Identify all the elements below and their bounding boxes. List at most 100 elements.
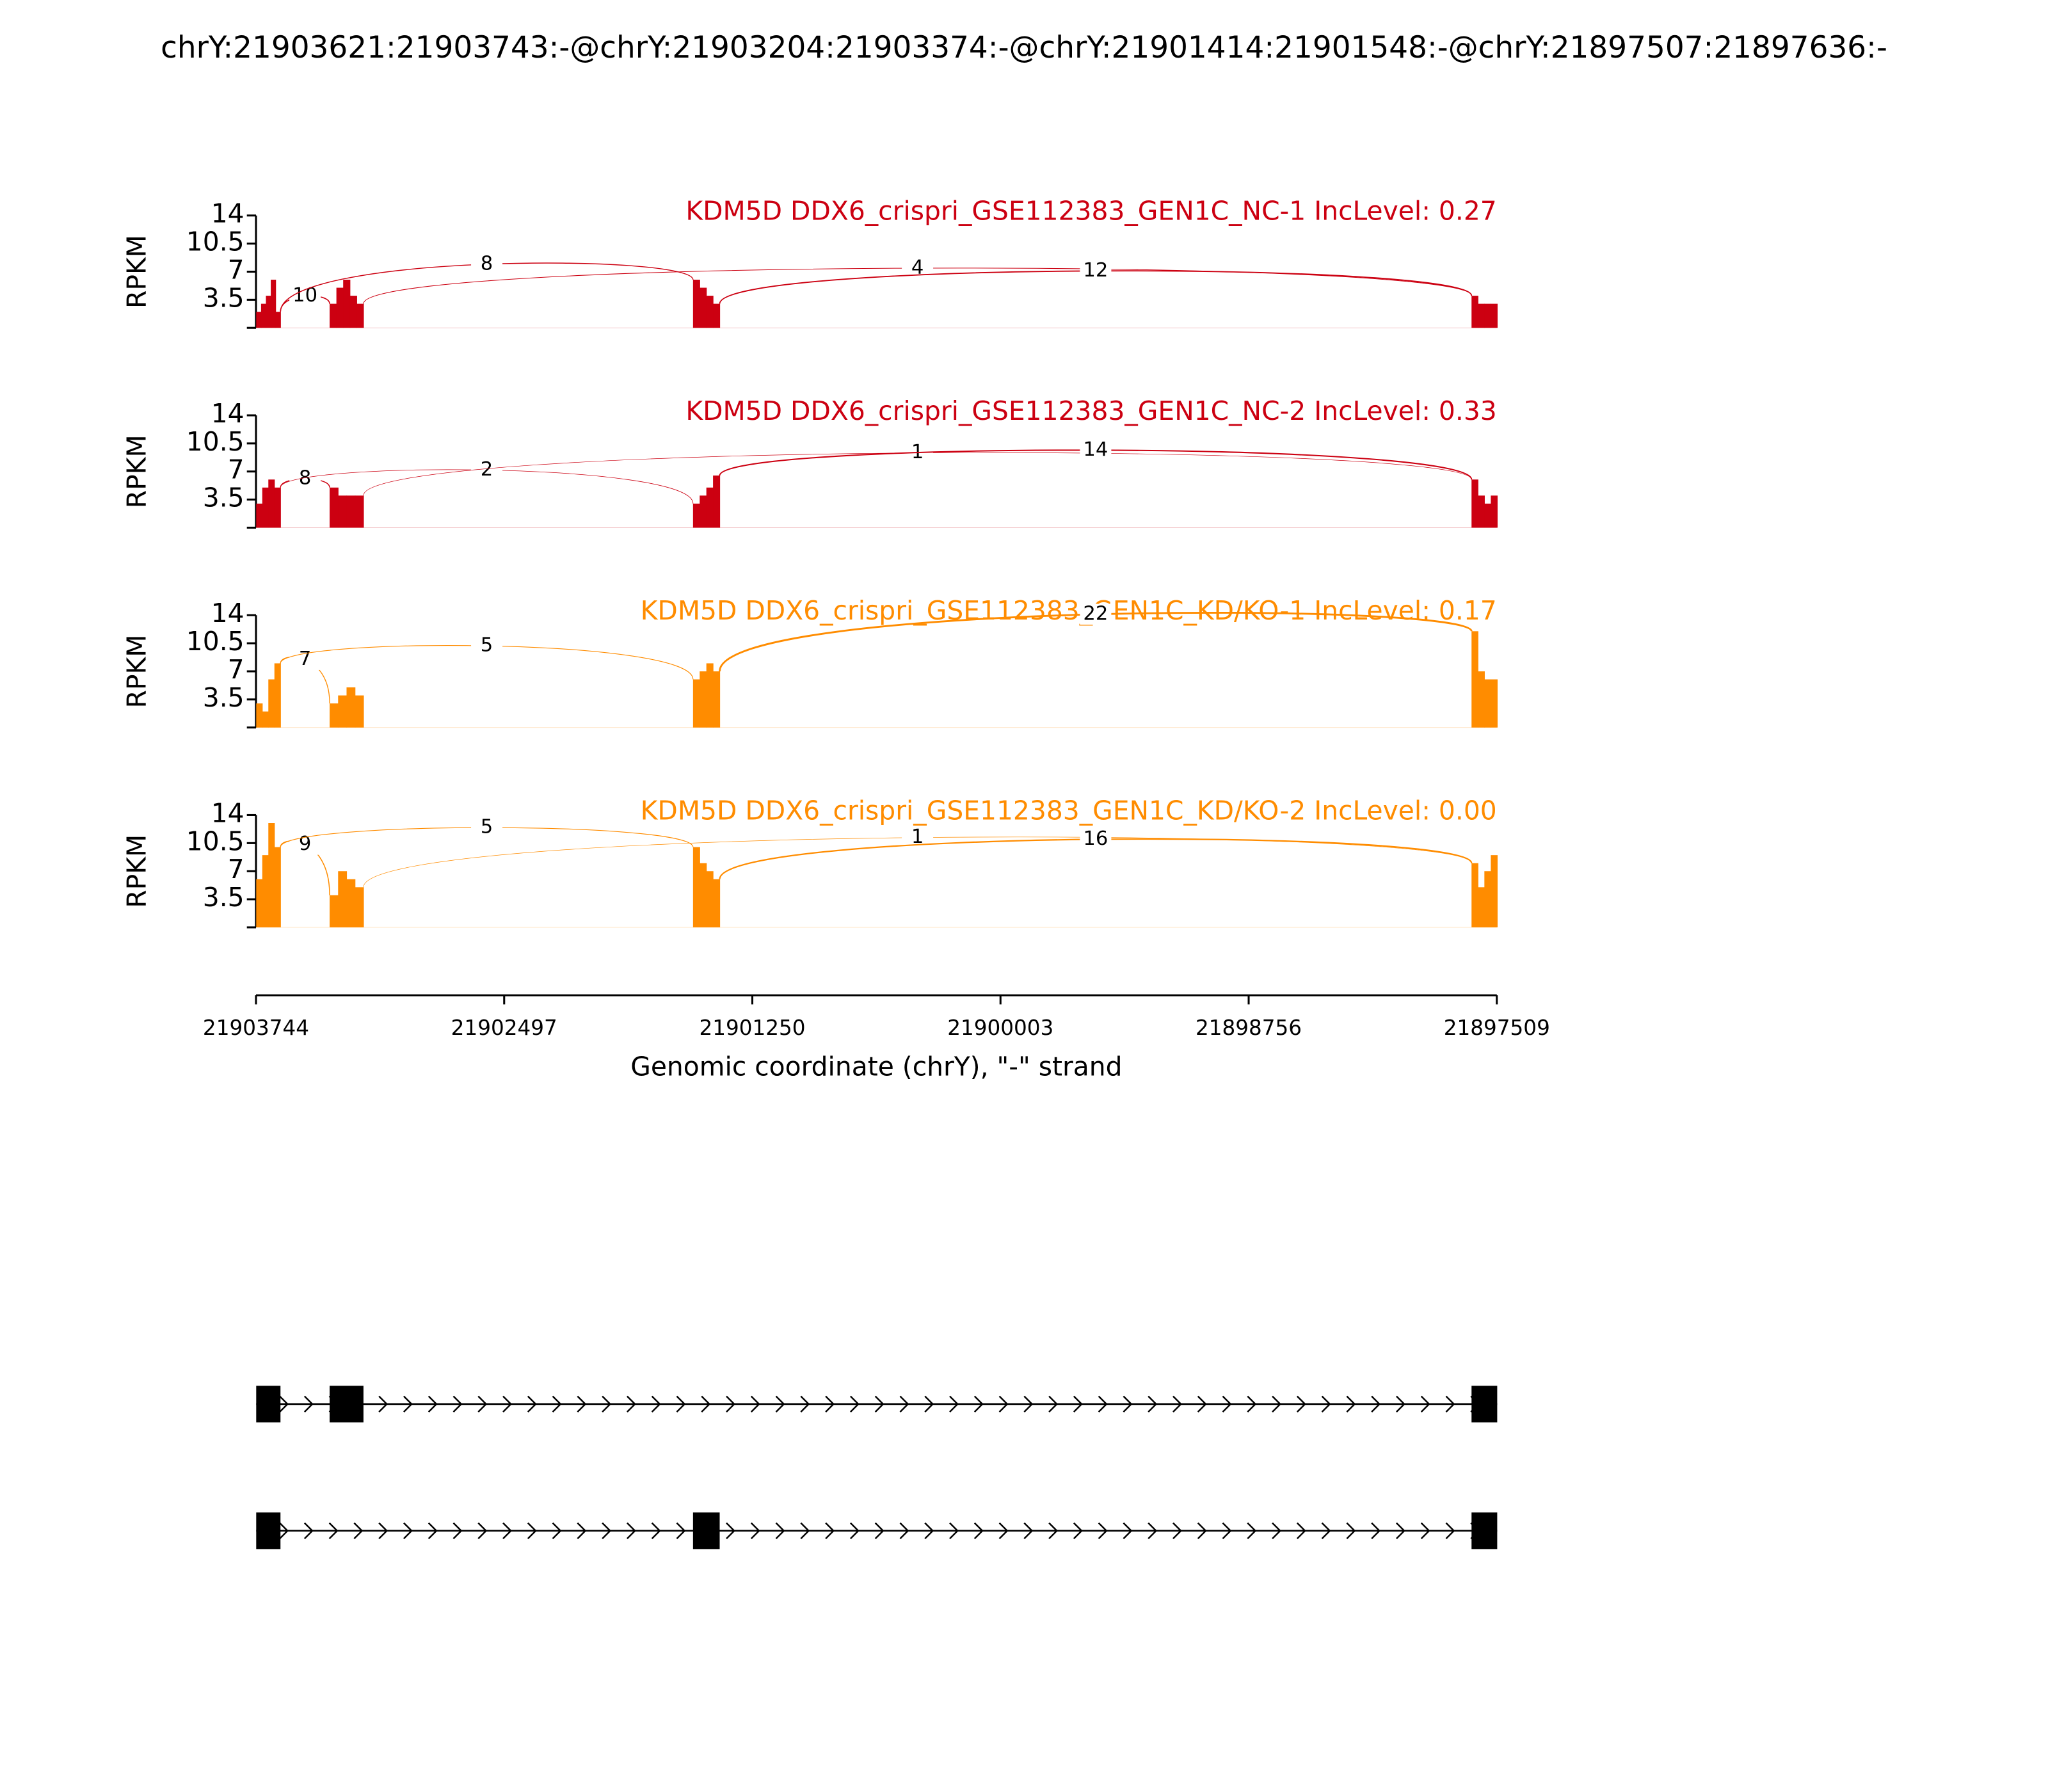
y-axis-label: RPKM [121,435,152,508]
strand-chevron [1222,1522,1232,1539]
strand-chevron [279,1395,289,1412]
strand-chevron [676,1522,686,1539]
strand-chevron [998,1395,1009,1412]
label-background [289,468,321,490]
y-axis-label: RPKM [121,235,152,308]
strand-chevron [924,1395,934,1412]
strand-chevron [1346,1395,1356,1412]
coverage-bar [700,671,707,728]
strand-chevron [949,1522,959,1539]
coverage-bar [268,679,275,728]
strand-chevron [353,1522,364,1539]
coverage-bar [330,895,339,927]
strand-chevron [378,1522,388,1539]
y-tick-label: 14 [211,797,244,828]
junction-count: 5 [481,816,493,838]
x-tick-label: 21902497 [451,1016,557,1040]
junction-count: 7 [299,648,311,670]
strand-chevron [899,1395,909,1412]
coverage-bar [700,863,707,927]
coverage-bar [713,476,721,528]
strand-chevron [775,1522,785,1539]
strand-chevron [800,1395,810,1412]
coverage-bar [256,879,263,927]
coverage-bar [338,871,348,927]
y-tick-label: 7 [228,254,244,285]
x-tick-label: 21898756 [1196,1016,1302,1040]
panel-label: KDM5D DDX6_crispri_GSE112383_GEN1C_KD/KO… [641,595,1497,626]
coverage-bar [355,887,364,927]
exon-block [692,1512,720,1549]
strand-chevron [1172,1395,1182,1412]
strand-chevron [602,1395,612,1412]
coverage-bar [271,280,276,328]
strand-chevron [1073,1522,1083,1539]
strand-chevron [924,1522,934,1539]
strand-chevron [452,1395,463,1412]
label-background [289,649,321,670]
y-tick-label: 3.5 [203,882,244,913]
coverage-bar [1471,631,1478,728]
coverage-bar [706,487,714,528]
coverage-bar [1484,303,1491,328]
y-tick-label: 10.5 [186,826,244,856]
exon-block [256,1386,281,1423]
coverage-bar [1484,503,1491,528]
strand-chevron [1396,1395,1405,1412]
strand-chevron [577,1395,587,1412]
y-tick-label: 10.5 [186,626,244,657]
junction-count: 12 [1083,259,1108,282]
coverage-bar [268,823,275,927]
strand-chevron [477,1522,488,1539]
strand-chevron [403,1395,413,1412]
strand-chevron [726,1395,735,1412]
strand-chevron [800,1522,810,1539]
coverage-bar [706,663,714,728]
strand-chevron [750,1522,760,1539]
strand-chevron [403,1522,413,1539]
coverage-bar [713,879,721,927]
coverage-bar [268,479,275,528]
coverage-bar [343,280,351,328]
strand-chevron [1123,1395,1133,1412]
strand-chevron [1346,1522,1356,1539]
coverage-bar [692,679,700,728]
coverage-bar [346,879,356,927]
strand-chevron [1272,1522,1282,1539]
y-tick-label: 14 [211,598,244,628]
coverage-bar [1491,679,1498,728]
coverage-bar [262,711,269,728]
coverage-bar [256,703,263,728]
strand-chevron [279,1522,289,1539]
strand-chevron [1098,1522,1108,1539]
strand-chevron [874,1395,884,1412]
chart-title: chrY:21903621:21903743:-@chrY:21903204:2… [161,30,1887,65]
coverage-bar [1491,855,1498,927]
panel-label: KDM5D DDX6_crispri_GSE112383_GEN1C_NC-2 … [685,396,1496,426]
y-tick-label: 3.5 [203,682,244,713]
strand-chevron [651,1395,661,1412]
strand-chevron [1172,1522,1182,1539]
strand-chevron [1073,1395,1083,1412]
strand-chevron [998,1522,1009,1539]
strand-chevron [651,1522,661,1539]
label-background [1080,604,1112,625]
strand-chevron [1148,1522,1158,1539]
y-tick-label: 10.5 [186,426,244,457]
coverage-bar [256,503,263,528]
coverage-bar [700,287,707,328]
exon-block [256,1512,281,1549]
strand-chevron [1048,1395,1059,1412]
y-tick-label: 14 [211,198,244,229]
x-tick-label: 21901250 [699,1016,805,1040]
strand-chevron [1420,1522,1430,1539]
strand-chevron [1371,1395,1381,1412]
coverage-bar [1471,296,1478,328]
y-tick-label: 14 [211,398,244,429]
coverage-bar [1471,863,1478,927]
strand-chevron [1197,1522,1207,1539]
coverage-bar [349,296,357,328]
strand-chevron [1396,1522,1405,1539]
junction-count: 1 [911,826,924,848]
